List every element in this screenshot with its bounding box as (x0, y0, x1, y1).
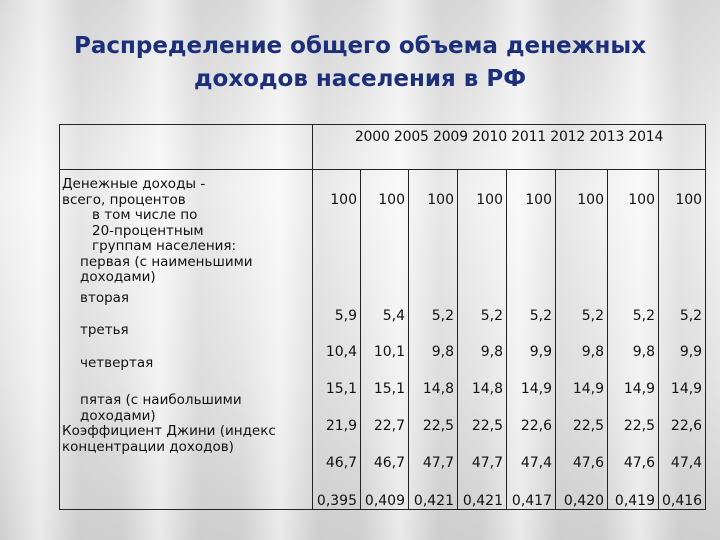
value-cell: 5,2 (431, 308, 454, 324)
label-second: вторая (80, 289, 130, 306)
value-cell: 0,395 (316, 493, 357, 509)
value-cell: 10,4 (325, 344, 357, 360)
value-cell: 10,1 (373, 344, 405, 360)
column-2011: 100 5,2 9,9 14,9 22,6 47,4 0,417 (506, 169, 556, 510)
value-cell: 47,7 (422, 455, 454, 471)
value-cell: 14,8 (471, 381, 503, 397)
body-row: Денежные доходы - всего, процентов в том… (59, 169, 707, 510)
label-gini-1: Коэффициент Джини (индекс (62, 423, 276, 439)
value-cell: 5,2 (529, 308, 552, 324)
label-total-2: всего, процентов (62, 191, 186, 208)
label-fifth-2: доходами) (80, 407, 156, 424)
header-empty-cell (59, 124, 313, 170)
value-cell: 14,9 (520, 381, 552, 397)
value-cell: 22,5 (623, 418, 655, 434)
value-cell: 100 (525, 192, 552, 208)
value-cell: 9,8 (480, 344, 503, 360)
years-header: 2000 2005 2009 2010 2011 2012 2013 2014 (311, 124, 707, 170)
column-2009: 100 5,2 9,8 14,8 22,5 47,7 0,421 (408, 169, 458, 510)
label-total-1: Денежные доходы - (62, 176, 206, 192)
column-2010: 100 5,2 9,8 14,8 22,5 47,7 0,421 (457, 169, 507, 510)
value-cell: 21,9 (325, 418, 357, 434)
header-row: 2000 2005 2009 2010 2011 2012 2013 2014 (59, 124, 707, 170)
value-cell: 22,5 (422, 418, 454, 434)
value-cell: 22,6 (520, 418, 552, 434)
label-third: третья (80, 322, 129, 338)
label-including-2: 20-процентным (92, 222, 204, 239)
row-labels-cell: Денежные доходы - всего, процентов в том… (59, 169, 313, 510)
value-cell: 14,9 (623, 381, 655, 397)
value-cell: 46,7 (325, 455, 357, 471)
title-line-1: Распределение общего объема денежных (73, 33, 647, 59)
value-cell: 14,9 (670, 381, 703, 397)
value-cell: 22,7 (373, 418, 405, 434)
value-cell: 5,9 (334, 308, 357, 324)
value-cell: 100 (577, 192, 604, 208)
value-cell: 9,9 (679, 344, 703, 360)
value-cell: 0,409 (364, 493, 405, 509)
value-cell: 100 (476, 192, 503, 208)
column-2013: 100 5,2 9,8 14,9 22,5 47,6 0,419 (607, 169, 659, 510)
value-cell: 5,4 (382, 308, 405, 324)
label-gini-2: концентрации доходов) (62, 438, 234, 455)
value-cell: 0,420 (563, 493, 604, 509)
value-cell: 15,1 (325, 381, 357, 397)
value-cell: 22,6 (670, 418, 703, 434)
label-first-2: доходами) (80, 269, 156, 285)
value-cell: 5,2 (581, 308, 604, 324)
column-2014: 100 5,2 9,9 14,9 22,6 47,4 0,416 (657, 169, 707, 510)
value-cell: 100 (330, 192, 357, 208)
value-cell: 0,421 (413, 493, 454, 509)
column-2012: 100 5,2 9,8 14,9 22,5 47,6 0,420 (555, 169, 608, 510)
value-cell: 46,7 (373, 455, 405, 471)
income-distribution-table: 2000 2005 2009 2010 2011 2012 2013 2014 … (59, 124, 707, 510)
value-cell: 9,8 (632, 344, 655, 360)
value-cell: 0,416 (662, 493, 703, 509)
value-cell: 14,8 (422, 381, 454, 397)
value-cell: 47,6 (623, 455, 655, 471)
value-cell: 100 (628, 192, 655, 208)
column-2000: 100 5,9 10,4 15,1 21,9 46,7 0,395 (312, 169, 361, 510)
label-fourth: четвертая (80, 354, 154, 371)
value-cell: 5,2 (480, 308, 503, 324)
title-line-2: доходов населения в РФ (193, 66, 527, 92)
value-cell: 22,5 (572, 418, 604, 434)
label-including-3: группам населения: (92, 238, 237, 254)
value-cell: 100 (378, 192, 405, 208)
value-cell: 0,419 (614, 493, 655, 509)
value-cell: 9,8 (431, 344, 454, 360)
label-fifth-1: пятая (с наибольшими (80, 392, 242, 408)
value-cell: 0,421 (462, 493, 503, 509)
value-cell: 5,2 (679, 308, 703, 324)
value-cell: 22,5 (471, 418, 503, 434)
value-cell: 15,1 (373, 381, 405, 397)
value-cell: 9,8 (581, 344, 604, 360)
value-cell: 100 (675, 192, 703, 208)
value-cell: 5,2 (632, 308, 655, 324)
label-including-1: в том числе по (92, 207, 198, 223)
value-cell: 47,4 (670, 455, 703, 471)
value-cell: 47,6 (572, 455, 604, 471)
value-cell: 47,7 (471, 455, 503, 471)
slide-title: Распределение общего объема денежных дох… (0, 30, 720, 96)
value-cell: 0,417 (511, 493, 552, 509)
value-cell: 100 (427, 192, 454, 208)
value-cell: 47,4 (520, 455, 552, 471)
column-2005: 100 5,4 10,1 15,1 22,7 46,7 0,409 (360, 169, 409, 510)
value-cell: 14,9 (572, 381, 604, 397)
label-first-1: первая (с наименьшими (80, 253, 253, 270)
value-cell: 9,9 (529, 344, 552, 360)
